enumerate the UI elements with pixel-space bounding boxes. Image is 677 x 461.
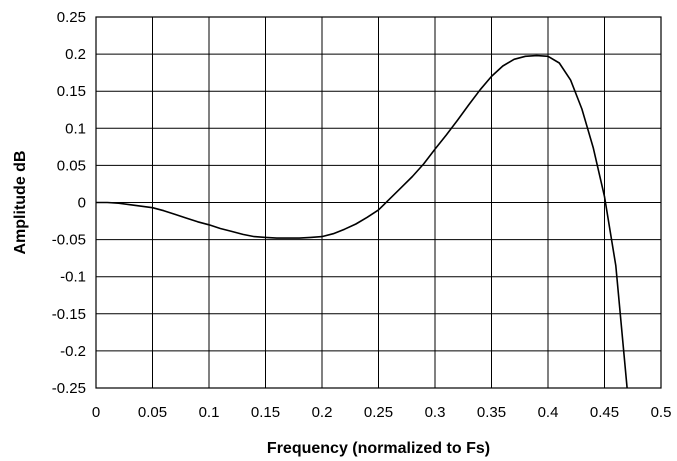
x-tick-label: 0.2: [312, 404, 333, 421]
x-tick-label: 0.25: [364, 404, 393, 421]
y-tick-label: 0: [78, 195, 86, 212]
x-tick-label: 0.5: [651, 404, 672, 421]
x-axis-tick-labels: 0 0.05 0.1 0.15 0.2 0.25 0.3 0.35 0.4 0.45 0.5: [92, 404, 672, 421]
y-tick-label: -0.2: [60, 343, 86, 360]
x-tick-label: 0.05: [138, 404, 167, 421]
y-tick-label: 0.15: [57, 83, 86, 100]
x-tick-label: 0: [92, 404, 100, 421]
y-axis-title: Amplitude dB: [12, 151, 29, 255]
x-tick-label: 0.1: [199, 404, 220, 421]
x-tick-label: 0.3: [425, 404, 446, 421]
x-tick-label: 0.15: [251, 404, 280, 421]
x-tick-label: 0.35: [477, 404, 506, 421]
y-tick-label: -0.25: [52, 380, 86, 397]
x-axis-title: Frequency (normalized to Fs): [267, 440, 490, 457]
y-tick-label: 0.1: [65, 120, 86, 137]
amplitude-response-line: [96, 54, 628, 389]
y-tick-label: 0.05: [57, 157, 86, 174]
y-axis-tick-labels: 0.25 0.2 0.15 0.1 0.05 0 -0.05 -0.1 -0.15 -0.2 -0.…: [52, 9, 86, 397]
y-tick-label: 0.25: [57, 9, 86, 26]
x-tick-label: 0.45: [590, 404, 619, 421]
y-tick-label: 0.2: [65, 46, 86, 63]
y-tick-label: -0.15: [52, 306, 86, 323]
x-tick-label: 0.4: [538, 404, 559, 421]
y-tick-label: -0.1: [60, 269, 86, 286]
y-tick-label: -0.05: [52, 232, 86, 249]
